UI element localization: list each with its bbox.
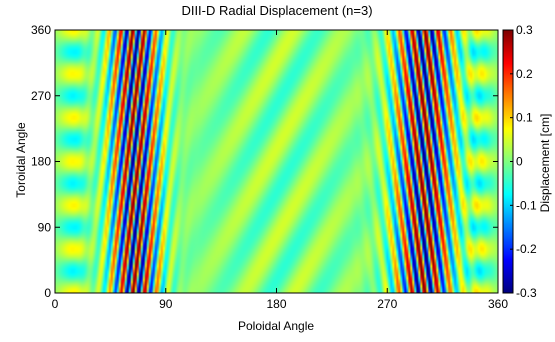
x-tick-label: 270 xyxy=(377,297,397,311)
y-tick-label: 90 xyxy=(38,220,52,234)
x-tick-label: 0 xyxy=(52,297,59,311)
colorbar-tick-label: 0.1 xyxy=(516,111,533,125)
y-tick-label: 180 xyxy=(31,155,51,169)
chart-title: DIII-D Radial Displacement (n=3) xyxy=(181,3,372,18)
colorbar-tick-label: -0.1 xyxy=(516,198,537,212)
x-tick-label: 180 xyxy=(266,297,286,311)
heatmap-image xyxy=(55,30,498,293)
x-axis: 0 90 180 270 360 xyxy=(52,30,508,311)
x-tick-label: 90 xyxy=(159,297,173,311)
y-tick-label: 270 xyxy=(31,89,51,103)
colorbar-gradient xyxy=(503,30,513,293)
x-axis-label: Poloidal Angle xyxy=(238,319,314,333)
colorbar-ticks: -0.3 -0.2 -0.1 0 0.1 0.2 0.3 xyxy=(510,23,537,300)
y-tick-label: 360 xyxy=(31,23,51,37)
colorbar-label: Displacement [cm] xyxy=(538,114,552,213)
heatmap-plot-area xyxy=(55,30,498,293)
colorbar xyxy=(503,30,513,293)
y-tick-label: 0 xyxy=(44,286,51,300)
y-axis-label: Toroidal Angle xyxy=(14,122,28,198)
colorbar-tick-label: -0.2 xyxy=(516,242,537,256)
colorbar-tick-label: 0.2 xyxy=(516,67,533,81)
x-tick-label: 360 xyxy=(488,297,508,311)
colorbar-tick-label: -0.3 xyxy=(516,286,537,300)
y-axis: 0 90 180 270 360 xyxy=(31,23,498,300)
colorbar-tick-label: 0.3 xyxy=(516,23,533,37)
colorbar-tick-label: 0 xyxy=(516,155,523,169)
